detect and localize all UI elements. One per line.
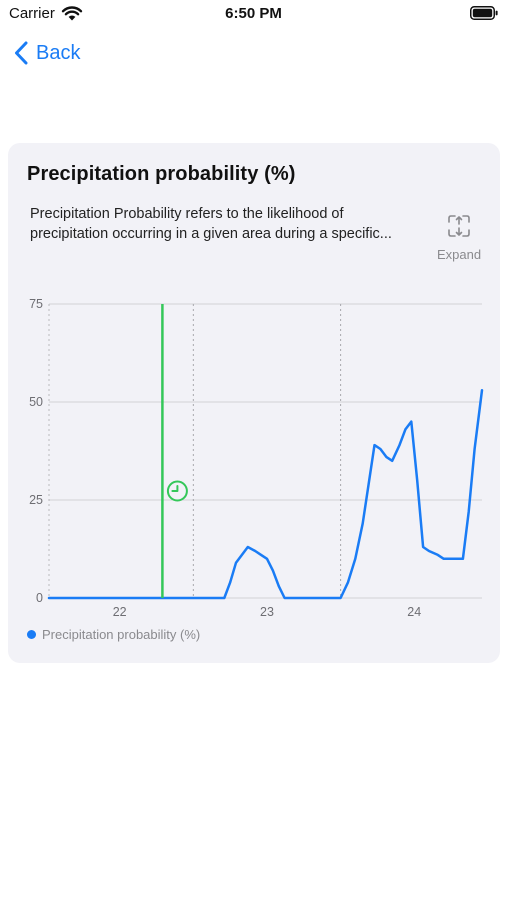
card-description: Precipitation Probability refers to the … [30,206,392,242]
card-title: Precipitation probability (%) [27,163,296,185]
legend-label: Precipitation probability (%) [42,627,201,642]
chevron-left-icon [15,41,28,65]
carrier-label: Carrier [9,5,55,22]
expand-button[interactable]: Expand [428,213,490,262]
battery-icon [470,6,498,20]
expand-label: Expand [436,247,482,262]
status-bar: Carrier 6:50 PM [0,0,507,28]
clock-time: 6:50 PM [225,5,282,22]
chart-legend: Precipitation probability (%) [27,627,200,642]
back-button[interactable]: Back [14,38,80,68]
wifi-icon [61,6,83,21]
legend-swatch [27,630,36,639]
back-label: Back [36,41,81,64]
expand-icon [448,215,470,237]
precipitation-card: Precipitation probability (%) Precipitat… [8,143,500,663]
